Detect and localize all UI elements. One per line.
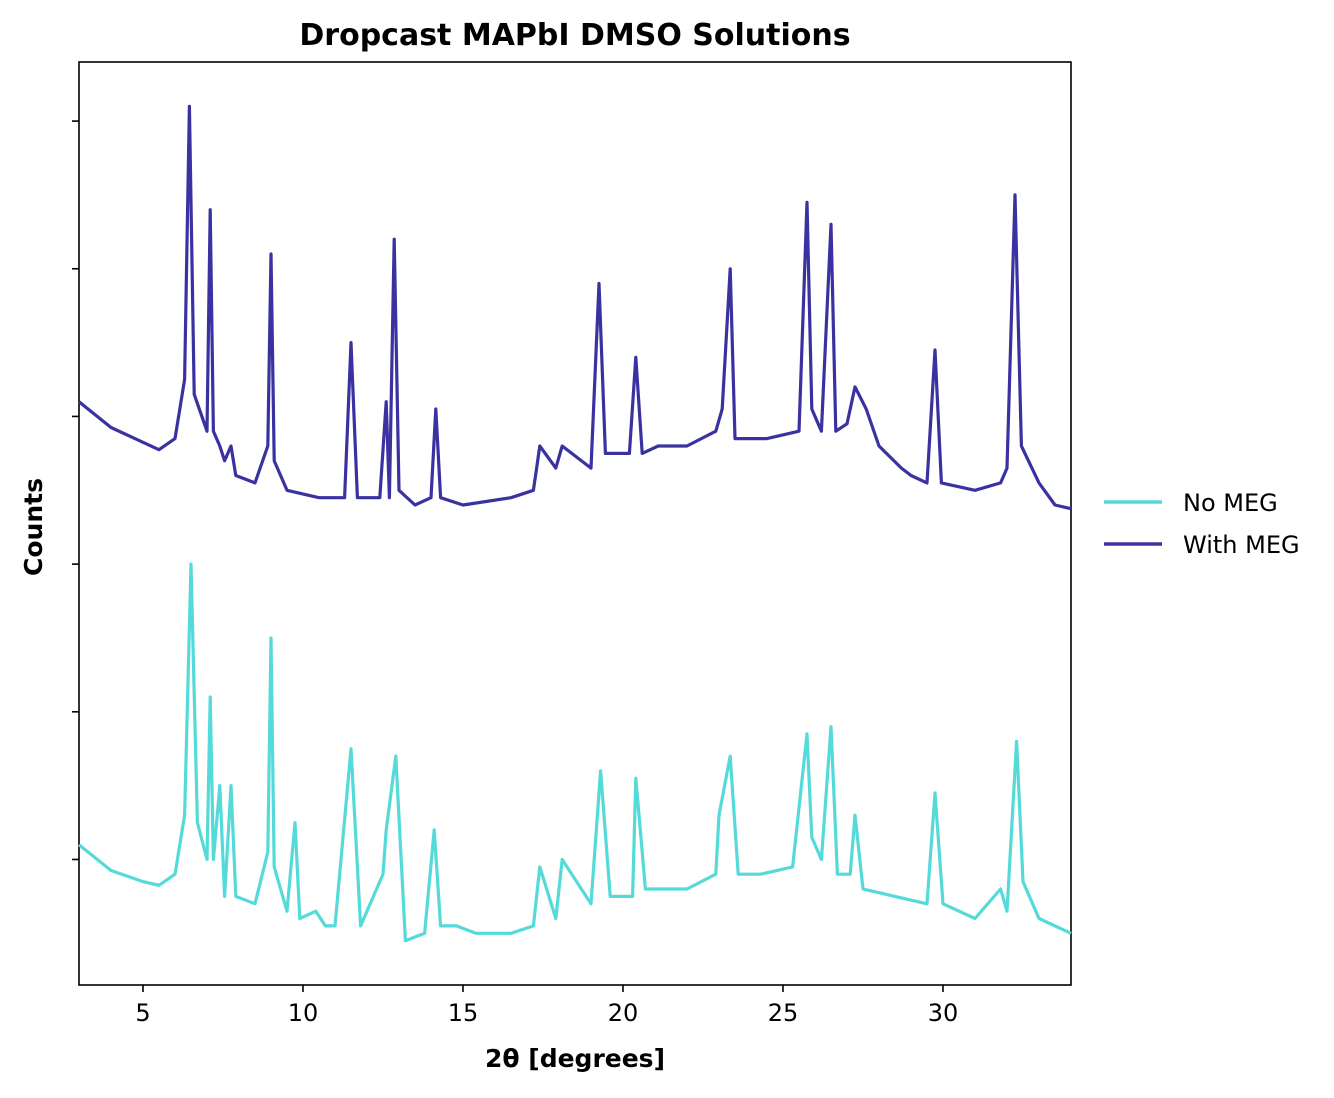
x-axis-ticks: 5 10 15 20 25 30 xyxy=(135,985,958,1027)
series-layer xyxy=(77,104,1072,943)
legend-label-no-meg: No MEG xyxy=(1183,489,1278,517)
x-tick-label: 20 xyxy=(608,999,639,1027)
x-axis-label: 2θ [degrees] xyxy=(485,1044,665,1073)
x-tick-label: 10 xyxy=(288,999,319,1027)
x-tick-label: 15 xyxy=(448,999,479,1027)
series-line-no-meg xyxy=(77,562,1072,943)
legend: No MEG With MEG xyxy=(1104,489,1300,559)
chart-title: Dropcast MAPbI DMSO Solutions xyxy=(299,18,850,53)
y-axis-ticks xyxy=(72,120,79,861)
series-line-with-meg xyxy=(77,104,1072,511)
y-axis-label: Counts xyxy=(19,478,48,576)
x-tick-label: 25 xyxy=(768,999,799,1027)
plot-area: 5 10 15 20 25 30 xyxy=(72,61,1072,1027)
plot-frame xyxy=(78,61,1072,986)
legend-label-with-meg: With MEG xyxy=(1183,531,1300,559)
x-tick-label: 5 xyxy=(135,999,150,1027)
x-tick-label: 30 xyxy=(928,999,959,1027)
